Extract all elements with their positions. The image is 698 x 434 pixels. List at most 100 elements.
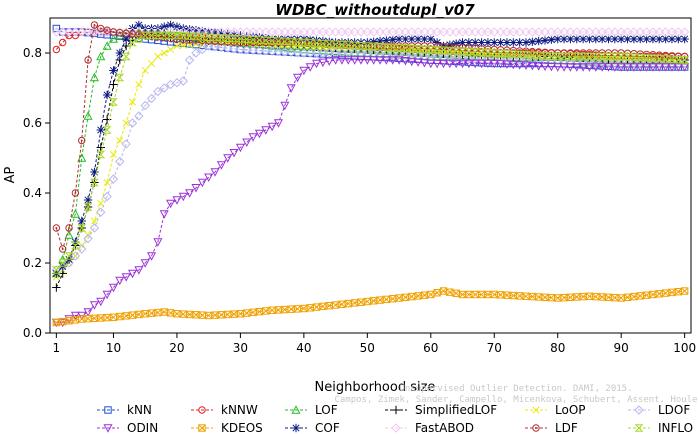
series-point xyxy=(103,424,113,433)
series-point xyxy=(540,27,550,37)
series-point-cross xyxy=(287,305,295,313)
series-point xyxy=(521,61,531,71)
legend-item-cof: COF xyxy=(285,421,340,434)
series-point xyxy=(255,36,264,44)
legend-item-kdeos: KDEOS xyxy=(191,421,263,434)
series-point xyxy=(160,22,169,31)
series-point xyxy=(368,48,379,59)
series-point xyxy=(292,73,303,83)
series-point xyxy=(273,46,284,57)
series-point xyxy=(331,56,341,65)
series-point xyxy=(502,38,512,47)
series-point xyxy=(572,63,582,72)
series-point xyxy=(178,192,188,202)
series-point-dot xyxy=(131,33,134,36)
series-line xyxy=(55,42,685,278)
series-point xyxy=(96,125,105,135)
series-point xyxy=(70,251,81,261)
series-point xyxy=(483,38,493,47)
series-point-cross xyxy=(611,294,619,302)
series-point xyxy=(629,34,639,44)
series-point-cross xyxy=(573,293,581,301)
series-point xyxy=(368,27,379,37)
series-point xyxy=(616,34,626,44)
series-point xyxy=(172,22,182,31)
series-point xyxy=(286,27,296,37)
series-point xyxy=(104,406,112,414)
series-point xyxy=(369,37,378,46)
series-point xyxy=(318,48,328,58)
series-point xyxy=(356,27,366,37)
series-point-cross xyxy=(662,289,670,297)
series-point xyxy=(420,45,429,53)
series-point xyxy=(667,55,677,63)
series-point-dot xyxy=(87,59,90,61)
series-point xyxy=(116,136,124,145)
series-point-dot xyxy=(112,31,115,33)
series-point xyxy=(375,43,385,51)
series-point xyxy=(432,38,442,47)
series-point xyxy=(216,42,227,53)
series-point xyxy=(515,61,525,70)
series-point xyxy=(451,39,461,48)
series-point xyxy=(654,54,664,63)
series-point-dot xyxy=(118,31,121,34)
series-point xyxy=(610,58,620,68)
series-point xyxy=(58,245,67,253)
plot-frame xyxy=(49,17,692,334)
series-point xyxy=(121,273,131,282)
series-point xyxy=(673,27,684,37)
series-point xyxy=(254,129,264,139)
series-point-cross xyxy=(471,290,479,299)
series-point xyxy=(235,35,245,43)
series-point xyxy=(559,34,569,44)
series-point xyxy=(70,209,80,218)
series-point xyxy=(109,80,118,89)
series-point xyxy=(496,38,505,47)
series-point xyxy=(172,196,182,205)
series-point xyxy=(546,62,556,72)
series-point xyxy=(635,53,645,62)
series-point xyxy=(585,34,594,44)
series-point-cross xyxy=(211,311,219,319)
series-point xyxy=(261,126,271,135)
series-point xyxy=(127,118,138,128)
series-point xyxy=(324,27,334,37)
series-point xyxy=(426,59,436,69)
series-point xyxy=(153,86,163,97)
series-point-cross xyxy=(135,310,143,319)
series-line xyxy=(55,35,685,288)
series-point xyxy=(532,424,540,432)
series-point xyxy=(178,76,188,86)
series-point xyxy=(83,27,93,37)
series-point xyxy=(680,34,689,44)
series-point xyxy=(540,36,550,45)
series-point xyxy=(445,46,455,55)
series-point xyxy=(413,45,423,53)
series-point xyxy=(673,63,683,72)
series-point xyxy=(375,48,385,59)
series-point xyxy=(584,63,594,72)
series-point xyxy=(464,53,474,64)
series-point xyxy=(546,27,557,37)
series-point xyxy=(291,423,301,433)
x-tick-label: 20 xyxy=(169,341,184,355)
series-point xyxy=(140,100,150,111)
series-point xyxy=(350,41,360,49)
series-point xyxy=(65,224,73,232)
series-point xyxy=(413,34,423,44)
series-point xyxy=(160,49,168,57)
series-point xyxy=(667,27,677,37)
series-point xyxy=(127,27,138,37)
x-tick-label: 70 xyxy=(487,341,502,355)
series-point-cross xyxy=(90,314,98,322)
series-point xyxy=(325,37,334,46)
series-point xyxy=(388,49,398,60)
series-point-cross xyxy=(141,310,149,318)
series-point xyxy=(369,56,379,65)
series-point xyxy=(591,57,601,67)
series-point xyxy=(375,27,385,37)
series-point xyxy=(457,53,468,63)
series-point xyxy=(413,27,423,37)
series-point-cross xyxy=(401,293,409,301)
